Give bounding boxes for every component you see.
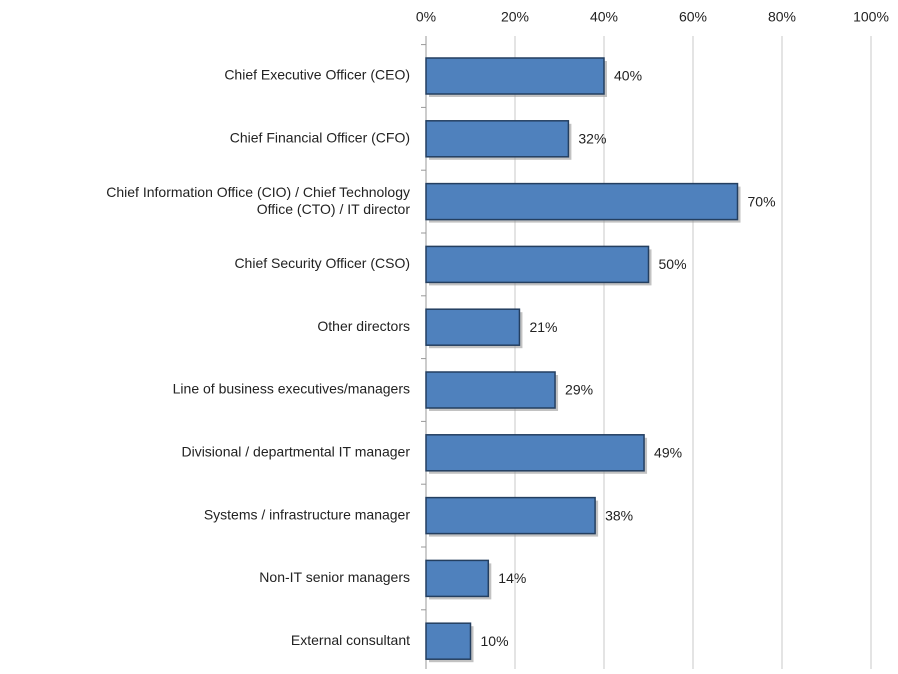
- y-tick-label: Other directors: [317, 318, 410, 334]
- x-tick-label: 100%: [853, 9, 889, 25]
- data-label: 29%: [565, 382, 593, 398]
- data-label: 38%: [605, 507, 633, 523]
- data-label: 40%: [614, 68, 642, 84]
- y-tick-label: Chief Executive Officer (CEO): [224, 67, 410, 83]
- bar: [425, 559, 490, 598]
- data-label: 21%: [529, 319, 557, 335]
- data-label: 50%: [659, 256, 687, 272]
- bar: [425, 371, 556, 409]
- bar: [425, 622, 472, 660]
- x-tick-label: 40%: [590, 9, 618, 25]
- bar: [425, 496, 596, 535]
- x-tick-label: 0%: [416, 9, 436, 25]
- bar: [425, 434, 645, 472]
- data-label: 32%: [578, 131, 606, 147]
- bar: [425, 120, 570, 158]
- bar: [425, 57, 605, 95]
- bar: [425, 308, 521, 346]
- y-tick-label: Non-IT senior managers: [259, 569, 410, 585]
- y-tick-label: Systems / infrastructure manager: [204, 506, 411, 522]
- y-tick-label: Line of business executives/managers: [173, 381, 410, 397]
- data-label: 14%: [498, 570, 526, 586]
- y-tick-label: Chief Information Office (CIO) / Chief T…: [106, 184, 410, 217]
- data-label: 70%: [748, 193, 776, 209]
- x-tick-label: 20%: [501, 9, 529, 25]
- x-tick-label: 60%: [679, 9, 707, 25]
- y-tick-label: Chief Security Officer (CSO): [234, 255, 410, 271]
- bar: [425, 182, 739, 221]
- bar: [425, 245, 650, 284]
- x-tick-label: 80%: [768, 9, 796, 25]
- y-tick-label: External consultant: [291, 632, 410, 648]
- y-tick-label: Chief Financial Officer (CFO): [230, 130, 410, 146]
- data-label: 10%: [481, 633, 509, 649]
- y-tick-label: Divisional / departmental IT manager: [181, 444, 410, 460]
- data-label: 49%: [654, 445, 682, 461]
